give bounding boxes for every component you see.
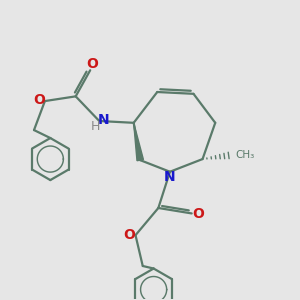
Text: CH₃: CH₃ xyxy=(235,150,254,160)
Text: H: H xyxy=(91,120,100,133)
Text: O: O xyxy=(192,207,204,221)
Text: O: O xyxy=(86,58,98,71)
Text: O: O xyxy=(33,93,45,106)
Polygon shape xyxy=(134,123,143,161)
Text: N: N xyxy=(98,112,109,127)
Text: O: O xyxy=(123,228,135,242)
Text: N: N xyxy=(164,170,175,184)
